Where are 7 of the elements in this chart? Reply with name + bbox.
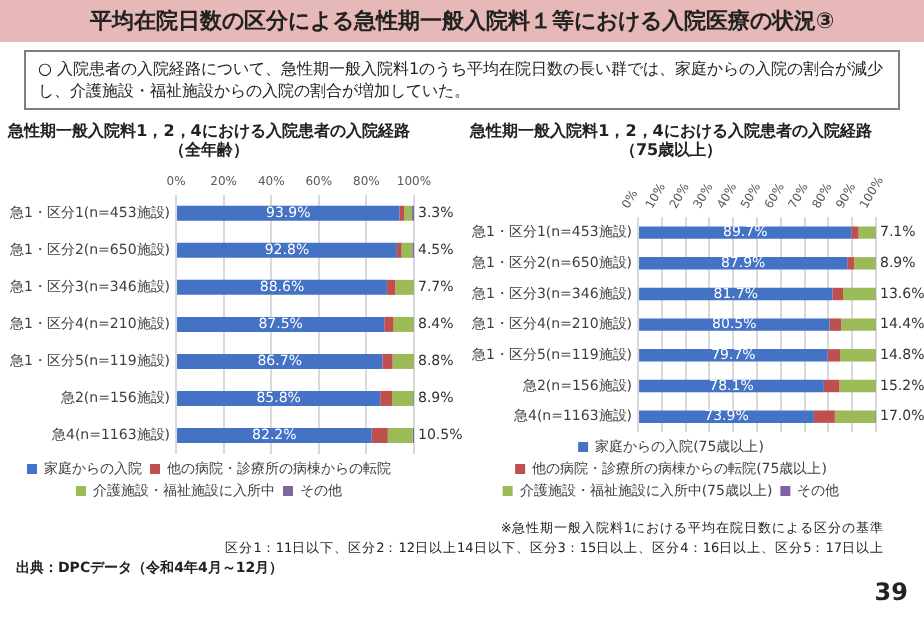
chart-title: 急性期一般入院料1，2，4における入院患者の入院経路 [6,121,412,140]
text: 39 [872,578,910,606]
chart-title: 急性期一般入院料1，2，4における入院患者の入院経路 [468,121,874,140]
text: ○ 入院患者の入院経路について、急性期一般入院料1のうち平均在院日数の長い群では、家庭からの入院の割合が減少し、介護施設・福祉施設からの入院の割合が増加していた。 [24,50,900,110]
chart-subtitle: （75歳以上） [619,140,723,159]
chart-subtitle: （全年齢） [169,140,249,159]
text: 平均在院日数の区分による急性期一般入院料１等における入院医療の状況③ [0,0,924,42]
